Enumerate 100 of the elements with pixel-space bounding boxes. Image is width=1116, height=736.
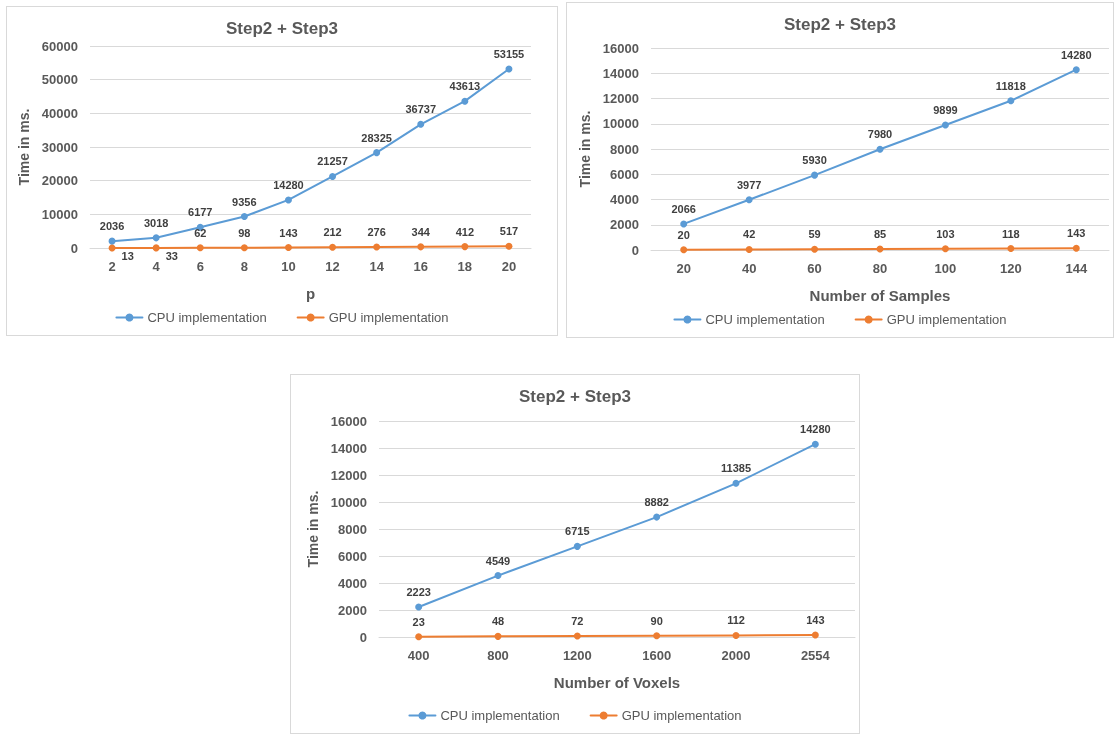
data-label: 103 [936,227,955,240]
point [1072,66,1080,74]
y-tick-label: 4000 [610,192,639,207]
y-tick-label: 2000 [610,217,639,233]
y-tick-label: 0 [631,242,639,258]
data-label: 36737 [405,103,437,116]
x-tick-label: 144 [1065,261,1088,276]
data-label: 2223 [406,585,431,598]
data-label: 14280 [1060,48,1092,61]
data-label: 2036 [99,220,125,233]
point [240,213,248,220]
point [417,243,425,251]
point [505,242,513,250]
data-label: 85 [873,227,887,240]
data-label: 112 [727,614,745,627]
y-tick-label: 10000 [330,494,367,510]
data-label: 143 [279,226,298,239]
data-label: 212 [323,226,342,239]
legend-label: CPU implementation [147,310,267,325]
chart-title: Step2 + Step3 [784,15,896,34]
data-label: 344 [411,225,431,238]
y-tick-label: 4000 [338,575,367,591]
data-label: 2066 [671,202,696,215]
data-label: 28325 [361,131,392,144]
data-label: 3018 [143,216,169,229]
point [417,120,425,128]
point [415,603,423,611]
chart-title: Step2 + Step3 [226,19,338,38]
x-tick-label: 20 [501,259,517,274]
data-label: 9356 [232,195,257,208]
data-label: 20 [677,228,690,241]
y-tick-label: 30000 [41,139,78,155]
y-tick-label: 60000 [41,38,78,54]
point [1007,97,1015,105]
y-tick-label: 12000 [330,467,367,483]
data-label: 11818 [995,79,1026,92]
y-axis-title: Time in ms. [576,110,593,188]
y-axis-title: Time in ms. [304,490,321,568]
point [240,244,248,252]
point [745,245,753,253]
x-tick-label: 800 [487,648,509,663]
point [680,220,688,228]
legend-label: CPU implementation [705,312,825,327]
x-tick-label: 400 [407,648,430,663]
point [732,479,740,487]
y-tick-label: 10000 [602,116,639,132]
y-tick-label: 0 [359,629,367,645]
x-tick-label: 120 [1000,261,1022,276]
x-tick-label: 2000 [721,648,751,663]
point [461,97,469,105]
y-tick-label: 50000 [41,72,78,88]
x-axis-title: Number of Samples [809,287,951,304]
data-label: 21257 [317,155,348,168]
data-label: 6715 [565,525,590,538]
point [680,246,688,254]
point [284,196,292,204]
point [284,244,292,252]
point [152,234,160,242]
point [1007,245,1015,253]
data-label: 13 [121,249,134,262]
legend-label: CPU implementation [440,708,560,723]
legend-label: GPU implementation [328,310,449,325]
x-tick-label: 14 [369,259,385,274]
y-tick-label: 10000 [41,206,78,222]
point [494,632,502,640]
y-tick-label: 20000 [41,173,78,189]
point [811,245,819,253]
point [941,121,949,129]
data-label: 62 [194,226,207,239]
y-tick-label: 6000 [338,548,367,564]
data-label: 72 [571,615,584,628]
data-label: 33 [165,249,178,262]
data-label: 9899 [933,104,958,117]
x-tick-label: 20 [676,261,691,276]
data-label: 143 [806,614,825,627]
point [811,171,819,179]
point [653,513,661,521]
data-label: 42 [743,228,756,241]
x-tick-label: 40 [741,261,757,276]
y-tick-label: 14000 [330,440,367,456]
point [573,632,581,640]
point [152,244,160,252]
data-label: 23 [412,615,425,628]
data-label: 412 [455,225,475,238]
legend-label: GPU implementation [886,312,1007,327]
point [461,243,469,251]
data-label: 98 [238,226,251,239]
y-tick-label: 8000 [610,141,639,157]
y-tick-label: 12000 [602,91,639,106]
y-tick-label: 8000 [338,521,367,537]
data-label: 43613 [449,80,481,93]
point [196,244,204,252]
y-tick-label: 6000 [610,166,639,182]
legend-label: GPU implementation [621,708,742,723]
data-label: 90 [650,614,663,627]
point [1072,244,1080,252]
y-tick-label: 0 [70,240,78,256]
point [373,243,381,251]
x-tick-label: 60 [807,261,822,276]
y-tick-label: 14000 [602,65,639,81]
